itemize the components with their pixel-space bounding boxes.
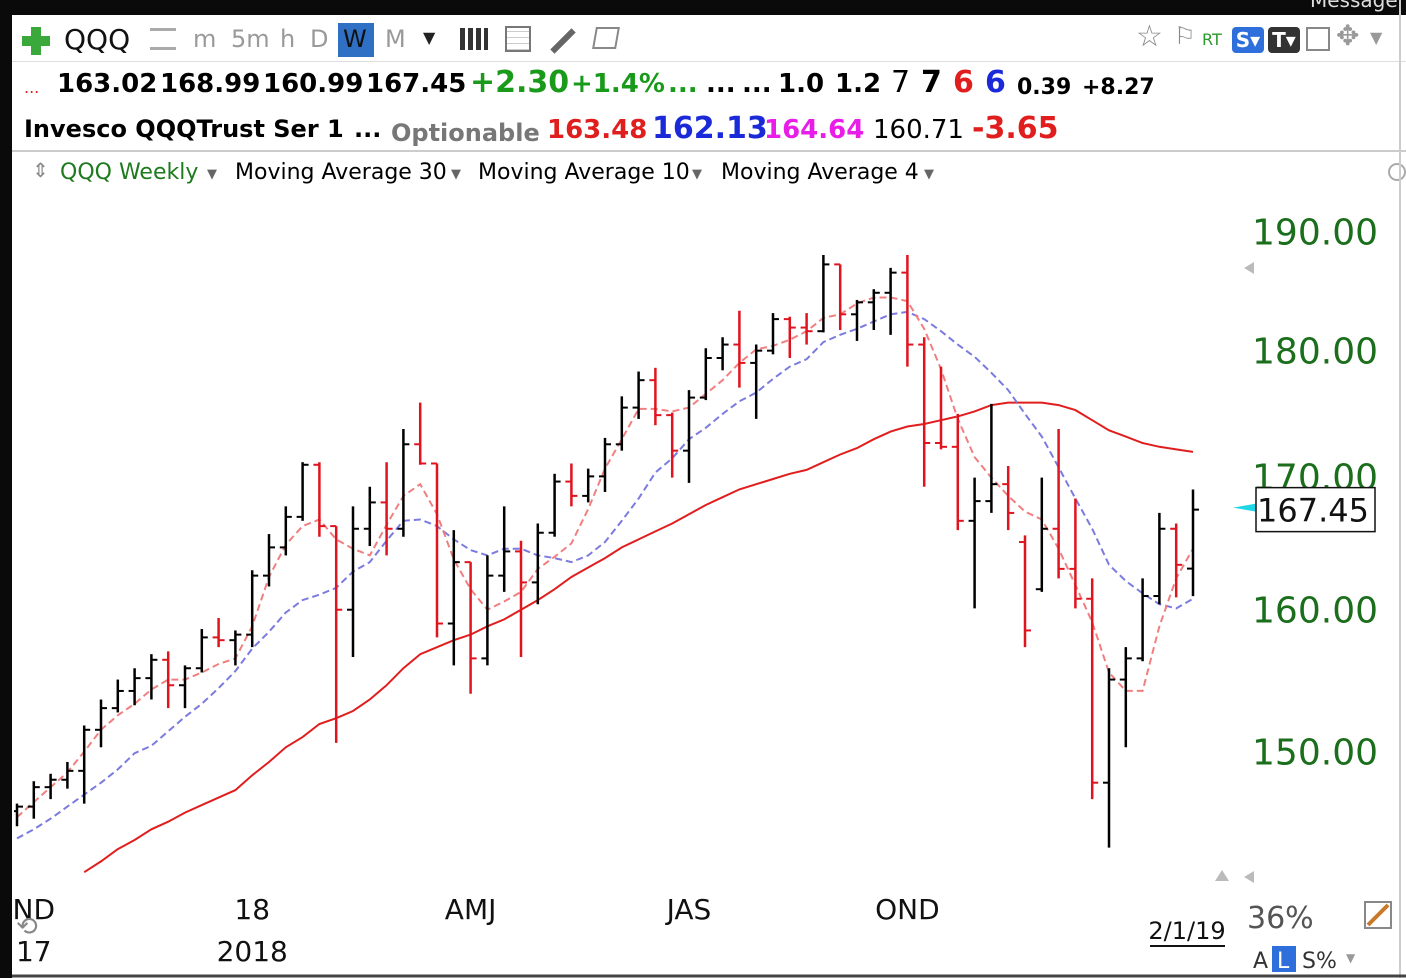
settings-icon[interactable] xyxy=(1388,163,1406,181)
dropdown[interactable]: ▼ xyxy=(423,28,436,47)
quote-value: 163.02 xyxy=(57,69,158,99)
left-strip xyxy=(0,0,12,978)
x-tick-label: 18 xyxy=(234,893,270,926)
t-label: T xyxy=(1272,28,1286,52)
interval[interactable]: 5m xyxy=(231,25,270,53)
dropdown[interactable]: ▼ xyxy=(692,167,702,182)
move-icon[interactable]: ✥ xyxy=(1336,19,1360,52)
zoom-label[interactable]: 36% xyxy=(1247,901,1314,936)
info-value: 160.71 xyxy=(873,115,964,145)
security-name: Invesco QQQTrust Ser 1 xyxy=(24,115,344,143)
legend-entry[interactable]: Moving Average 10 xyxy=(478,160,690,185)
y-tick-label: 160.00 xyxy=(1252,591,1378,632)
footer-l-bg xyxy=(1272,946,1296,972)
legend-handle[interactable]: ⇕ xyxy=(32,158,49,182)
legend-entry[interactable]: Moving Average 30 xyxy=(235,160,447,185)
x-tick-label: AMJ xyxy=(445,893,497,926)
top-strip xyxy=(0,0,1406,15)
footer-a[interactable]: A xyxy=(1253,949,1268,974)
quote-value: 160.99 xyxy=(263,69,364,99)
quote-stat: 6 xyxy=(985,65,1006,100)
dropdown[interactable]: ▼ xyxy=(1370,28,1383,47)
toolbar-bg xyxy=(12,15,1406,62)
edit-icon[interactable] xyxy=(1364,901,1392,929)
info-dots: ... xyxy=(354,115,382,143)
legend-main[interactable]: QQQ Weekly xyxy=(60,160,199,185)
dropdown[interactable]: ▼ xyxy=(451,167,461,182)
dropdown[interactable]: ▼ xyxy=(207,167,217,182)
x-tick-label: OND xyxy=(875,893,940,926)
flag-icon[interactable]: ⚐ xyxy=(1174,22,1196,50)
x-tick-label: ND xyxy=(13,893,56,926)
quote-value: 167.45 xyxy=(366,69,467,99)
footer-l[interactable]: L xyxy=(1277,949,1290,974)
x-tick-label: JAS xyxy=(665,893,712,926)
legend-entry[interactable]: Moving Average 4 xyxy=(721,160,919,185)
quote-change: +2.30 xyxy=(470,65,570,100)
info-value: 164.64 xyxy=(764,115,865,145)
quote-stat: 6 xyxy=(953,65,974,100)
interval-selected-bg xyxy=(338,23,374,57)
refresh-icon[interactable]: ⟲ xyxy=(16,912,38,942)
last-price-pointer xyxy=(1233,503,1256,512)
edit-icon-pen xyxy=(1366,903,1390,927)
quote-stat: 0.39 xyxy=(1017,75,1072,100)
quote-stat: +8.27 xyxy=(1082,75,1155,100)
last-price-label: 167.45 xyxy=(1257,492,1369,530)
quote-change-pct: +1.4% xyxy=(571,69,665,99)
scroll-arrow[interactable] xyxy=(1215,870,1229,881)
save-icon[interactable] xyxy=(1306,27,1330,51)
dropdown[interactable]: ▼ xyxy=(924,167,934,182)
quote-stat: 1.2 xyxy=(835,69,882,99)
list-icon[interactable] xyxy=(150,28,176,50)
interval[interactable]: h xyxy=(280,25,296,53)
quote-lead: ... xyxy=(24,78,40,97)
plot-area xyxy=(14,255,1199,874)
interval[interactable]: m xyxy=(193,25,217,53)
rt-label[interactable]: RT xyxy=(1202,30,1222,49)
x-year-label: 17 xyxy=(16,935,52,968)
date-label: 2/1/19 xyxy=(1148,917,1225,945)
quote-dots: ... xyxy=(706,69,736,99)
interval[interactable]: W xyxy=(343,25,367,53)
last-price-box xyxy=(1255,486,1376,533)
optionable: Optionable xyxy=(391,119,540,147)
quote-dots: ... xyxy=(668,69,698,99)
s-label: S xyxy=(1235,28,1251,52)
dropdown[interactable]: ▼ xyxy=(1346,951,1356,965)
scroll-arrow[interactable] xyxy=(1244,262,1254,274)
quote-stat: 7 xyxy=(921,65,942,100)
grid-icon[interactable] xyxy=(505,26,531,52)
x-year-label: 2018 xyxy=(217,935,288,968)
quote-stat: 1.0 xyxy=(778,69,825,99)
divider xyxy=(12,150,1406,152)
y-tick-label: 180.00 xyxy=(1252,332,1378,373)
quote-dots: ... xyxy=(742,69,772,99)
bars-icon[interactable] xyxy=(460,28,488,50)
info-value: 163.48 xyxy=(547,115,648,145)
scroll-arrow[interactable] xyxy=(1244,871,1254,883)
plus-v xyxy=(31,27,41,55)
quote-stat: 7 xyxy=(891,65,911,100)
interval[interactable]: D xyxy=(310,25,329,53)
ma-line xyxy=(83,401,1194,874)
info-value: 162.13 xyxy=(652,111,768,146)
footer-s[interactable]: S% xyxy=(1302,949,1337,974)
quote-value: 168.99 xyxy=(160,69,261,99)
info-value: -3.65 xyxy=(972,111,1059,146)
symbol[interactable]: QQQ xyxy=(64,23,131,56)
s-button[interactable]: S▾ xyxy=(1232,27,1264,53)
ma-line xyxy=(16,310,1194,840)
y-tick-label: 150.00 xyxy=(1252,733,1378,774)
add-button[interactable] xyxy=(22,27,50,55)
y-tick-label: 190.00 xyxy=(1252,213,1378,254)
t-button[interactable]: T▾ xyxy=(1268,27,1300,53)
interval[interactable]: M xyxy=(385,25,406,53)
message-label: Message xyxy=(1310,0,1398,12)
star-icon[interactable]: ☆ xyxy=(1136,19,1163,54)
